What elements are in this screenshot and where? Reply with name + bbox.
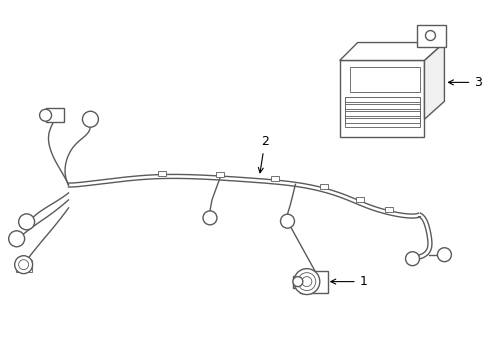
Bar: [416, 24, 446, 46]
Text: 2: 2: [258, 135, 269, 173]
Bar: [345, 104, 419, 109]
Bar: [158, 171, 166, 176]
Bar: [345, 97, 419, 127]
Circle shape: [82, 111, 98, 127]
Circle shape: [302, 276, 312, 287]
Bar: [345, 118, 419, 123]
Circle shape: [294, 269, 320, 294]
Circle shape: [293, 276, 303, 287]
Bar: [385, 207, 393, 212]
Bar: [345, 97, 419, 102]
Circle shape: [15, 256, 33, 274]
Bar: [350, 67, 419, 92]
Bar: [271, 176, 279, 181]
Circle shape: [406, 252, 419, 266]
Circle shape: [280, 214, 294, 228]
Circle shape: [203, 211, 217, 225]
Bar: [300, 271, 328, 293]
Circle shape: [425, 31, 436, 41]
Circle shape: [40, 109, 51, 121]
Bar: [216, 172, 224, 177]
Polygon shape: [424, 42, 444, 119]
Text: 1: 1: [331, 275, 368, 288]
Circle shape: [19, 214, 35, 230]
Circle shape: [438, 248, 451, 262]
Bar: [293, 276, 302, 288]
Circle shape: [298, 273, 316, 291]
Bar: [46, 108, 64, 122]
Bar: [320, 184, 328, 189]
Circle shape: [19, 260, 28, 270]
Polygon shape: [340, 42, 444, 60]
Bar: [16, 260, 32, 272]
Bar: [345, 111, 419, 116]
Bar: [340, 60, 424, 137]
Text: 3: 3: [448, 76, 482, 89]
Bar: [356, 197, 364, 202]
Circle shape: [9, 231, 24, 247]
